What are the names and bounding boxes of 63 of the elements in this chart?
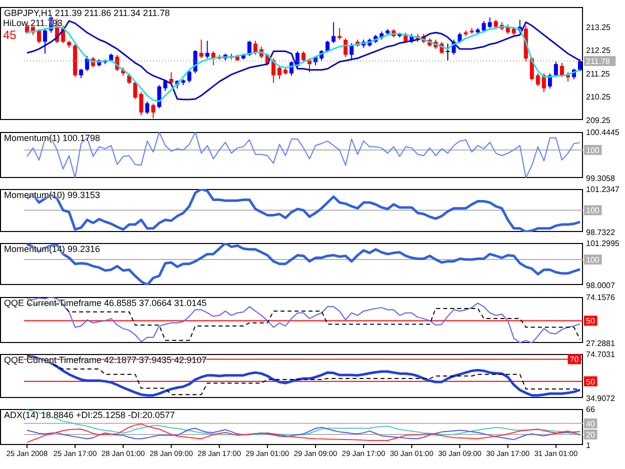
ref-line-label: 70 xyxy=(570,355,580,364)
y-tick-label: 74.1576 xyxy=(586,293,616,302)
ref-line-label: 100 xyxy=(586,256,600,265)
candlestick xyxy=(79,68,84,79)
y-tick-label: 213.25 xyxy=(586,22,612,32)
candlestick xyxy=(277,64,282,80)
candlestick xyxy=(151,103,156,119)
candlestick xyxy=(536,72,540,87)
candlestick xyxy=(205,40,210,59)
y-tick-label: 66 xyxy=(586,405,596,414)
text: 45 xyxy=(3,28,16,42)
ref-line-label: 211.78 xyxy=(586,57,610,66)
candlestick xyxy=(482,20,486,34)
candlestick xyxy=(560,62,564,78)
candlestick xyxy=(43,27,48,54)
ref-line-label: 20 xyxy=(586,430,596,440)
candlestick xyxy=(301,50,306,64)
candlestick xyxy=(157,84,162,109)
y-tick-label: 101.2995 xyxy=(586,239,620,248)
ref-line-label: 50 xyxy=(586,316,596,326)
ref-line-label: 100 xyxy=(586,146,600,155)
candlestick xyxy=(199,39,204,59)
chart-title: Momentum(10) 99.3153 xyxy=(4,190,100,200)
candlestick xyxy=(350,42,354,60)
candlestick xyxy=(446,43,450,61)
candlestick xyxy=(37,28,42,44)
candlestick xyxy=(488,16,492,28)
candlestick xyxy=(139,92,144,116)
candlestick xyxy=(554,61,558,78)
y-tick-label: 74.7031 xyxy=(586,350,616,359)
candlestick xyxy=(344,38,348,58)
y-tick-label: 98.0007 xyxy=(586,281,616,290)
candlestick xyxy=(326,40,330,53)
y-tick-label: 98.7322 xyxy=(586,228,616,237)
y-tick-label: 1 xyxy=(586,441,591,450)
y-tick-label: 100.4445 xyxy=(586,128,620,137)
y-tick-label: 99.3058 xyxy=(586,174,616,183)
candlestick xyxy=(247,40,252,56)
y-tick-label: 210.25 xyxy=(586,92,612,102)
y-tick-label: 211.25 xyxy=(586,69,610,78)
ref-line-label: 50 xyxy=(586,377,596,386)
ref-line-label: 40 xyxy=(586,419,596,428)
candlestick xyxy=(338,27,342,40)
chart-title: GBPJPY,H1 211.39 211.86 211.34 211.78 xyxy=(4,8,170,18)
candlestick xyxy=(578,58,582,72)
candlestick xyxy=(85,55,90,72)
y-tick-label: 209.25 xyxy=(586,116,612,125)
y-tick-label: 27.2881 xyxy=(586,339,616,348)
candlestick xyxy=(494,19,498,30)
y-tick-label: 212.25 xyxy=(586,46,612,56)
candlestick xyxy=(271,58,276,84)
candlestick xyxy=(133,81,138,100)
ref-line-label: 100 xyxy=(586,206,600,216)
chart-title: Momentum(1) 100.1798 xyxy=(4,133,100,143)
candlestick xyxy=(332,22,336,44)
candlestick xyxy=(187,70,192,84)
candlestick xyxy=(169,72,174,84)
line-series xyxy=(26,426,580,440)
candlestick xyxy=(193,50,198,74)
y-tick-label: 34.9072 xyxy=(586,394,616,403)
candlestick xyxy=(145,100,150,115)
y-tick-label: 101.2347 xyxy=(586,185,620,194)
line-series xyxy=(26,423,580,443)
